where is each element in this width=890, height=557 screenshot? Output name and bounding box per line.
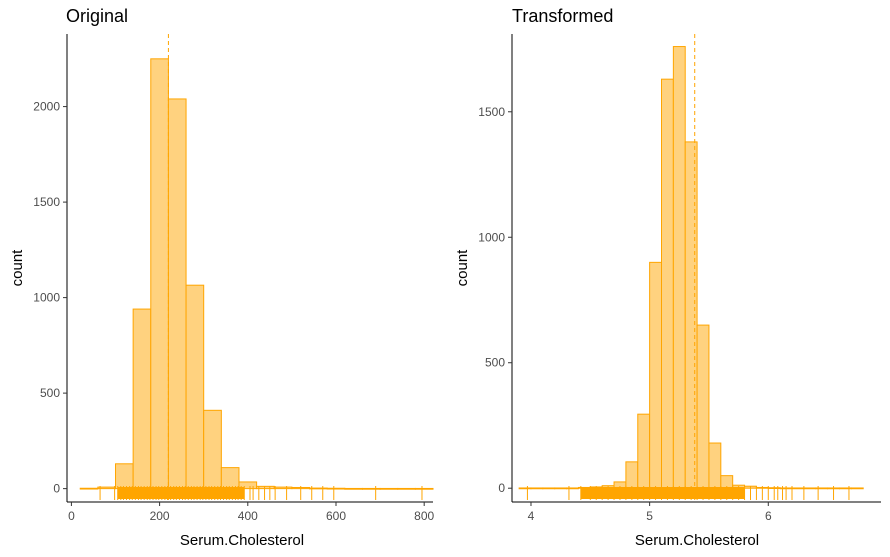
- histogram-bar: [850, 487, 864, 490]
- rug-marks: [99, 486, 423, 500]
- x-tick-label: 800: [414, 509, 434, 523]
- histogram-bar: [696, 324, 710, 489]
- histogram-bar: [566, 487, 579, 490]
- bars: [79, 58, 434, 490]
- histogram-bar: [530, 487, 544, 490]
- histogram-bar: [803, 487, 817, 490]
- x-tick-label: 4: [528, 509, 535, 523]
- histogram-bar: [203, 409, 222, 490]
- bars: [518, 46, 864, 490]
- panel-title: Transformed: [512, 6, 613, 26]
- y-tick-label: 1000: [33, 291, 60, 305]
- panel-transformed: Transformed Serum.Cholesterol count 4 5 6 0…: [454, 6, 881, 549]
- y-tick-label: 0: [498, 481, 505, 495]
- histogram-bar: [238, 481, 258, 490]
- x-tick-label: 5: [646, 509, 653, 523]
- x-axis-title: Serum.Cholesterol: [180, 532, 304, 549]
- histogram-bar: [672, 46, 686, 489]
- histogram-bar: [708, 442, 722, 489]
- rug-dense-band: [580, 487, 745, 499]
- histogram-bar: [791, 487, 805, 490]
- histogram-bar: [361, 487, 381, 490]
- y-tick-label: 2000: [33, 100, 60, 114]
- histogram-bar: [132, 308, 152, 490]
- panel-original: Original Serum.Cholesterol count 0 200 400…: [9, 6, 435, 549]
- rug-dense-band: [117, 487, 245, 499]
- y-axis-title: count: [9, 249, 26, 287]
- y-tick-label: 500: [40, 386, 60, 400]
- histogram-bar: [542, 487, 556, 490]
- histogram-bar: [414, 487, 434, 490]
- histogram-bar: [815, 487, 829, 490]
- x-axis-title: Serum.Cholesterol: [635, 532, 759, 549]
- rug-marks: [526, 486, 850, 500]
- histogram-bar: [79, 487, 99, 490]
- histogram-bar: [167, 98, 187, 490]
- histogram-bar: [661, 78, 674, 489]
- histogram-bar: [838, 487, 852, 490]
- histogram-bar: [397, 487, 416, 490]
- histogram-bar: [150, 58, 169, 490]
- y-tick-label: 1500: [478, 105, 505, 119]
- y-tick-label: 1000: [478, 230, 505, 244]
- histogram-bar: [625, 461, 639, 489]
- panel-title: Original: [66, 6, 128, 26]
- histogram-bar: [115, 463, 134, 490]
- x-tick-label: 6: [765, 509, 772, 523]
- histogram-bar: [326, 487, 346, 490]
- x-tick-label: 0: [68, 509, 75, 523]
- histogram-bar: [344, 487, 363, 490]
- histogram-bar: [518, 487, 532, 490]
- histogram-bar: [684, 141, 698, 489]
- histogram-bar: [649, 261, 662, 489]
- x-tick-label: 200: [150, 509, 170, 523]
- y-axis-title: count: [454, 249, 471, 287]
- y-tick-label: 0: [53, 482, 60, 496]
- histogram-bar: [637, 413, 651, 489]
- y-tick-label: 500: [485, 356, 505, 370]
- histogram-bar: [185, 284, 205, 490]
- histogram-bar: [554, 487, 568, 490]
- y-tick-label: 1500: [33, 195, 60, 209]
- histogram-bar: [220, 467, 240, 490]
- histogram-bar: [273, 486, 293, 490]
- x-tick-label: 400: [238, 509, 258, 523]
- x-tick-label: 600: [326, 509, 346, 523]
- histogram-bar: [379, 487, 399, 490]
